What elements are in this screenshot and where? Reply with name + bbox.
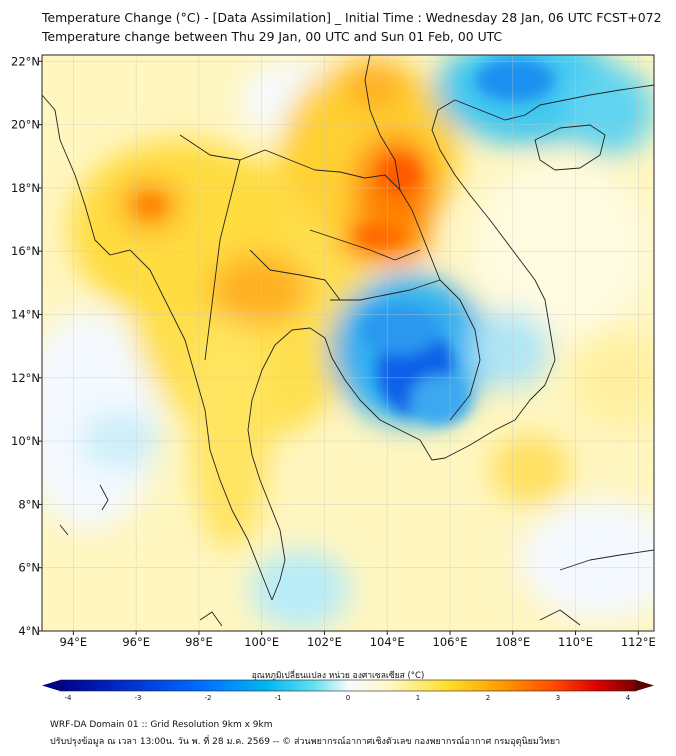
lat-tick-label: 22°N <box>11 54 40 68</box>
lon-tick-label: 96°E <box>122 635 150 649</box>
lat-tick-label: 8°N <box>18 497 40 511</box>
lat-tick-label: 20°N <box>11 118 40 132</box>
lon-tick-label: 100°E <box>244 635 279 649</box>
colorbar-title: อุณหภูมิเปลี่ยนแปลง หน่วย องศาเซลเซียส (… <box>251 671 425 681</box>
lat-tick-label: 16°N <box>11 244 40 258</box>
lat-tick-label: 12°N <box>11 371 40 385</box>
colorbar-tick-label: -1 <box>275 694 282 702</box>
lon-tick-label: 106°E <box>433 635 468 649</box>
colorbar: -4 -3 -2 -1 0 1 2 3 4 <box>42 679 654 702</box>
lat-tick-label: 6°N <box>18 561 40 575</box>
lon-tick-label: 98°E <box>185 635 213 649</box>
colorbar-tick-label: 0 <box>346 694 350 702</box>
coastlines-and-borders <box>42 55 654 627</box>
lat-tick-label: 18°N <box>11 181 40 195</box>
map-title: Temperature Change (°C) - [Data Assimila… <box>42 10 662 25</box>
latitude-labels: 4°N 6°N 8°N 10°N 12°N 14°N 16°N 18°N 20°N 22°N <box>11 54 42 638</box>
colorbar-tick-label: 4 <box>626 694 631 702</box>
lon-tick-label: 102°E <box>307 635 342 649</box>
colorbar-tick-label: 3 <box>556 694 560 702</box>
lat-tick-label: 10°N <box>11 434 40 448</box>
colorbar-tick-label: -3 <box>135 694 142 702</box>
colorbar-tick-label: 2 <box>486 694 490 702</box>
lat-tick-label: 4°N <box>18 624 40 638</box>
lon-tick-label: 110°E <box>558 635 593 649</box>
colorbar-tick-label: -4 <box>65 694 73 702</box>
lon-tick-label: 94°E <box>60 635 88 649</box>
colorbar-tick-label: 1 <box>416 694 420 702</box>
plot-frame <box>41 54 655 632</box>
footer-model-info: WRF-DA Domain 01 :: Grid Resolution 9km … <box>50 720 273 730</box>
footer-credit: ปรับปรุงข้อมูล ณ เวลา 13:00น. วัน พ. ที่… <box>50 737 561 747</box>
longitude-labels: 94°E 96°E 98°E 100°E 102°E 104°E 106°E 108°E 110… <box>60 631 656 649</box>
lon-tick-label: 104°E <box>370 635 405 649</box>
lon-tick-label: 108°E <box>495 635 530 649</box>
lat-tick-label: 14°N <box>11 308 40 322</box>
colorbar-tick-label: -2 <box>205 694 212 702</box>
lon-tick-label: 112°E <box>621 635 656 649</box>
map-subtitle: Temperature change between Thu 29 Jan, 0… <box>42 29 503 44</box>
